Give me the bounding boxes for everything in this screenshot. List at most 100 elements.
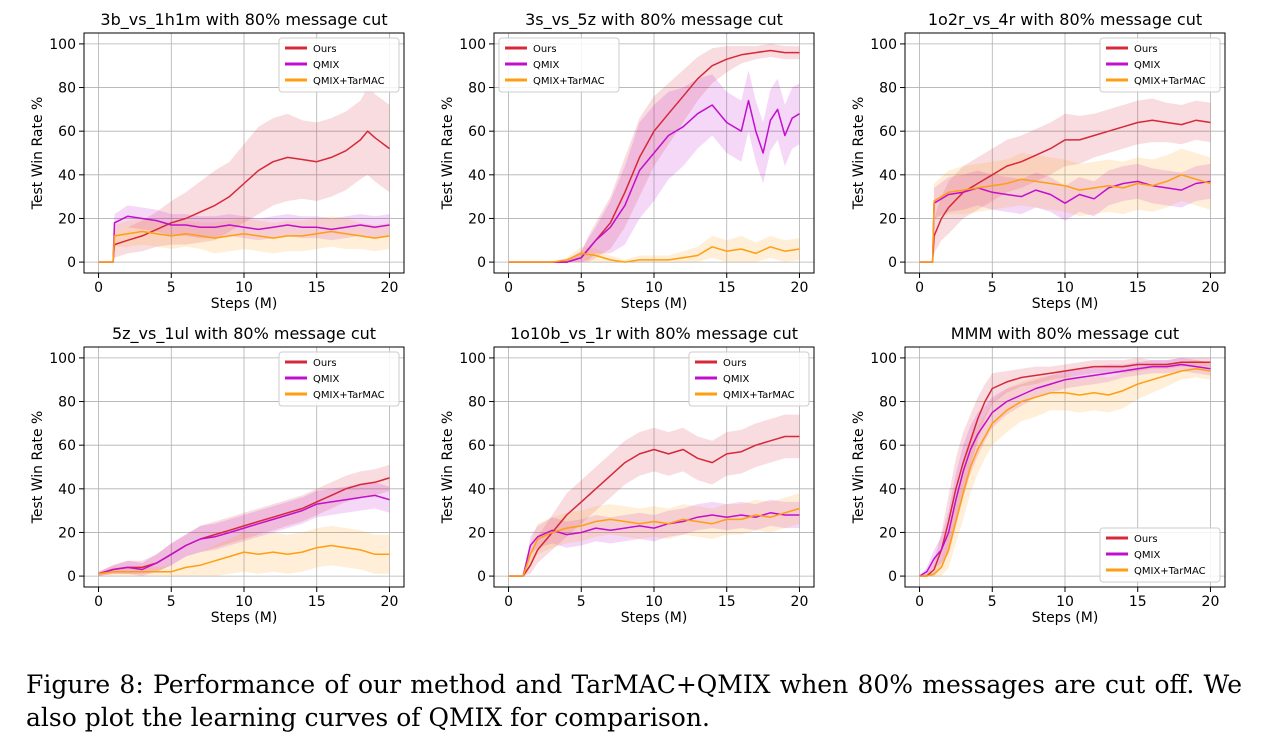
legend-box bbox=[278, 351, 400, 407]
y-tick-label: 80 bbox=[879, 81, 897, 97]
series-line-qmix bbox=[919, 180, 1211, 263]
y-axis-label: Test Win Rate % bbox=[440, 411, 456, 525]
band-qmix bbox=[508, 70, 800, 263]
x-axis-label: Steps (M) bbox=[211, 610, 278, 626]
chart-title: MMM with 80% message cut bbox=[951, 324, 1179, 343]
y-tick-label: 80 bbox=[879, 395, 897, 411]
y-axis-label: Test Win Rate % bbox=[440, 97, 456, 211]
y-tick-label: 0 bbox=[888, 255, 897, 271]
x-tick-label: 15 bbox=[718, 280, 736, 296]
series-line-qmix-tarmac bbox=[508, 507, 800, 577]
x-tick-label: 5 bbox=[988, 280, 997, 296]
x-axis-label: Steps (M) bbox=[621, 296, 688, 312]
legend-label-qmix-tarmac: QMIX+TarMAC bbox=[723, 390, 795, 401]
series-line-qmix bbox=[98, 215, 390, 263]
x-tick-label: 0 bbox=[504, 594, 513, 610]
band-ours bbox=[98, 464, 390, 577]
y-tick-label: 60 bbox=[879, 438, 897, 454]
x-tick-label: 5 bbox=[988, 594, 997, 610]
chart-title: 3b_vs_1h1m with 80% message cut bbox=[100, 10, 387, 30]
chart-panel-1: 0 5 10 15 20 0 20 40 60 80 100 3b_vs_1h1m with 80% … bbox=[30, 10, 405, 312]
y-tick-label: 20 bbox=[879, 525, 897, 541]
legend: Ours QMIX QMIX+TarMAC bbox=[278, 37, 400, 93]
chart-panel-6: 0 5 10 15 20 0 20 40 60 80 100 MMM with 80% message… bbox=[851, 324, 1226, 626]
axes-frame bbox=[493, 32, 815, 274]
legend-box bbox=[1099, 37, 1221, 93]
band-qmix-tarmac bbox=[98, 525, 390, 577]
legend-label-qmix-tarmac: QMIX+TarMAC bbox=[1134, 76, 1206, 87]
series-line-ours bbox=[508, 435, 800, 577]
legend-label-qmix: QMIX bbox=[533, 60, 559, 71]
x-tick-label: 0 bbox=[504, 280, 513, 296]
y-tick-label: 20 bbox=[879, 211, 897, 227]
chart-panel-5: 0 5 10 15 20 0 20 40 60 80 100 1o10b_vs_1r with 80%… bbox=[440, 324, 815, 626]
axes-frame bbox=[493, 346, 815, 588]
legend: Ours QMIX QMIX+TarMAC bbox=[278, 351, 400, 407]
x-tick-label: 20 bbox=[381, 280, 399, 296]
series-line-qmix bbox=[508, 99, 800, 263]
axes-frame bbox=[904, 32, 1226, 274]
y-tick-label: 100 bbox=[870, 37, 897, 53]
chart-title: 3s_vs_5z with 80% message cut bbox=[525, 10, 783, 30]
x-tick-label: 5 bbox=[167, 594, 176, 610]
x-tick-label: 5 bbox=[167, 280, 176, 296]
x-tick-label: 20 bbox=[1202, 594, 1220, 610]
series-line-qmix-tarmac bbox=[98, 544, 390, 575]
band-ours bbox=[919, 98, 1211, 263]
y-tick-label: 100 bbox=[49, 351, 76, 367]
x-tick-label: 0 bbox=[915, 280, 924, 296]
series-line-ours bbox=[919, 361, 1211, 577]
chart-title: 1o2r_vs_4r with 80% message cut bbox=[928, 10, 1202, 30]
x-tick-label: 15 bbox=[1129, 280, 1147, 296]
series-line-ours bbox=[98, 477, 390, 575]
x-tick-label: 10 bbox=[235, 594, 253, 610]
y-tick-label: 40 bbox=[879, 168, 897, 184]
x-tick-label: 10 bbox=[645, 280, 663, 296]
legend-label-qmix: QMIX bbox=[1134, 550, 1160, 561]
band-qmix-tarmac bbox=[919, 148, 1211, 263]
x-tick-label: 20 bbox=[381, 594, 399, 610]
legend-label-ours: Ours bbox=[533, 44, 557, 55]
chart-title: 1o10b_vs_1r with 80% message cut bbox=[510, 324, 798, 344]
y-tick-label: 20 bbox=[58, 211, 76, 227]
y-tick-label: 0 bbox=[477, 569, 486, 585]
series-line-qmix-tarmac bbox=[919, 174, 1211, 263]
legend-label-qmix: QMIX bbox=[723, 374, 749, 385]
y-axis-label: Test Win Rate % bbox=[30, 411, 46, 525]
y-axis-label: Test Win Rate % bbox=[851, 97, 867, 211]
legend-label-qmix: QMIX bbox=[313, 374, 339, 385]
x-tick-label: 15 bbox=[718, 594, 736, 610]
y-tick-label: 100 bbox=[459, 351, 486, 367]
band-qmix bbox=[98, 482, 390, 577]
y-tick-label: 40 bbox=[879, 482, 897, 498]
x-tick-label: 20 bbox=[1202, 280, 1220, 296]
legend-label-ours: Ours bbox=[1134, 534, 1158, 545]
x-tick-label: 10 bbox=[1056, 280, 1074, 296]
y-tick-label: 60 bbox=[468, 438, 486, 454]
x-tick-label: 15 bbox=[308, 594, 326, 610]
y-tick-label: 80 bbox=[468, 81, 486, 97]
legend-label-qmix: QMIX bbox=[1134, 60, 1160, 71]
chart-panel-2: 0 5 10 15 20 0 20 40 60 80 100 3s_vs_5z with 80% me… bbox=[440, 10, 815, 312]
y-tick-label: 40 bbox=[58, 482, 76, 498]
series-line-qmix-tarmac bbox=[919, 368, 1211, 577]
x-axis-label: Steps (M) bbox=[621, 610, 688, 626]
y-tick-label: 0 bbox=[67, 569, 76, 585]
y-tick-label: 80 bbox=[58, 395, 76, 411]
y-tick-label: 20 bbox=[468, 211, 486, 227]
x-axis-label: Steps (M) bbox=[1032, 296, 1099, 312]
legend-label-ours: Ours bbox=[723, 358, 747, 369]
legend-label-ours: Ours bbox=[313, 358, 337, 369]
y-tick-label: 100 bbox=[870, 351, 897, 367]
series-line-qmix bbox=[919, 363, 1211, 577]
band-qmix-tarmac bbox=[919, 360, 1211, 577]
y-tick-label: 100 bbox=[49, 37, 76, 53]
legend-box bbox=[278, 37, 400, 93]
x-tick-label: 15 bbox=[1129, 594, 1147, 610]
x-tick-label: 0 bbox=[915, 594, 924, 610]
y-tick-label: 40 bbox=[468, 482, 486, 498]
x-tick-label: 10 bbox=[235, 280, 253, 296]
legend: Ours QMIX QMIX+TarMAC bbox=[688, 351, 810, 407]
figure-caption: Figure 8: Performance of our method and … bbox=[26, 670, 1242, 732]
